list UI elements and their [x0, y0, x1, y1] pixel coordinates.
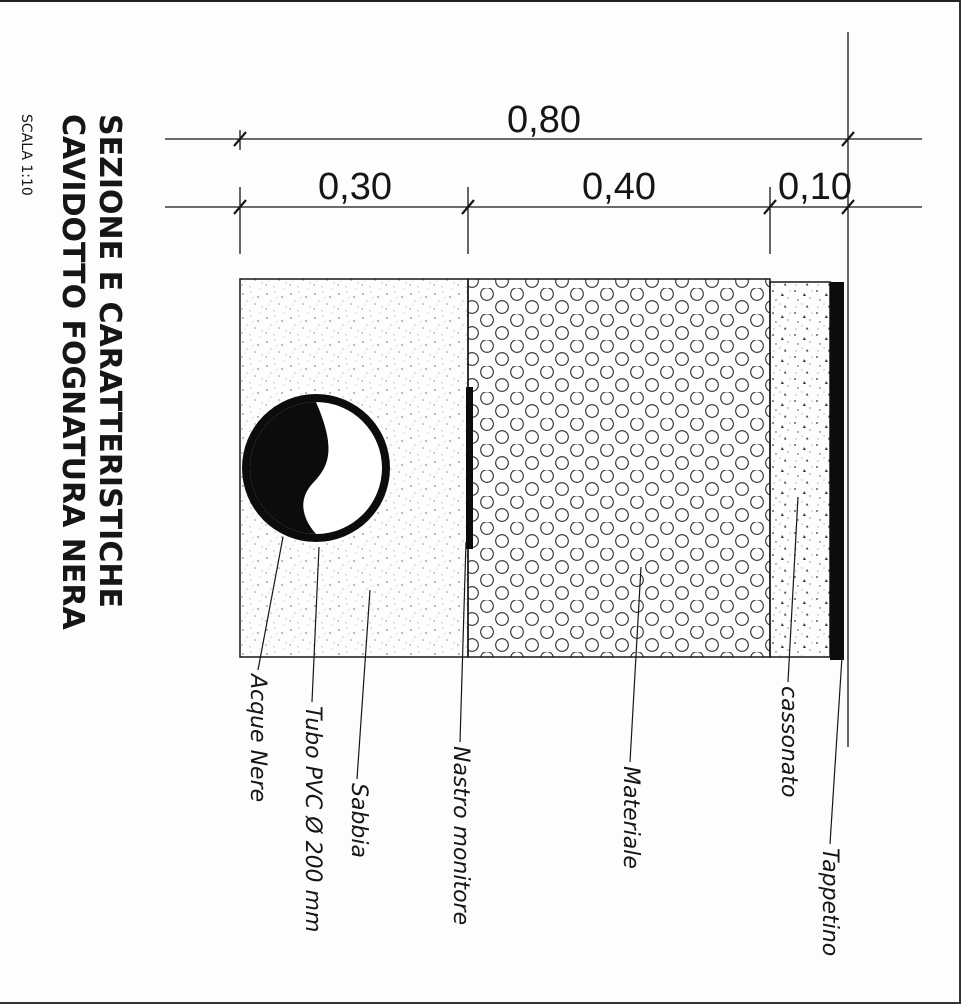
label-tubo-pvc: Tubo PVC Ø 200 mm [300, 706, 325, 932]
label-materiale: Materiale [618, 766, 643, 869]
dimension-total: 0,80 [507, 99, 581, 141]
sewage-water [250, 402, 329, 534]
scale-note: SCALA 1:10 [18, 114, 34, 196]
leader-lines [257, 496, 843, 845]
drawing-title: SEZIONE E CARATTERISTICHE CAVIDOTTO FOGN… [18, 114, 127, 630]
gravel-layer [467, 278, 771, 658]
label-nastro-monitore: Nastro monitore [448, 746, 473, 925]
title-line-2: CAVIDOTTO FOGNATURA NERA [55, 114, 90, 630]
dimension-lines [165, 32, 922, 747]
label-acque-nere: Acque Nere [245, 672, 270, 802]
label-sabbia: Sabbia [346, 783, 371, 858]
title-line-1: SEZIONE E CARATTERISTICHE [92, 114, 127, 608]
dimension-cassonato: 0,10 [778, 166, 852, 208]
trench-section [239, 278, 844, 660]
cassonato-layer [769, 281, 831, 658]
asphalt-layer [830, 282, 844, 660]
dimension-materiale: 0,40 [582, 166, 656, 208]
warning-tape [466, 387, 473, 549]
dimension-sabbia: 0,30 [318, 166, 392, 208]
layer-labels: Acque Nere Tubo PVC Ø 200 mm Sabbia Nast… [245, 672, 842, 956]
label-cassonato: cassonato [776, 686, 801, 797]
pvc-pipe [242, 394, 390, 542]
label-tappetino: Tappetino [817, 848, 842, 956]
